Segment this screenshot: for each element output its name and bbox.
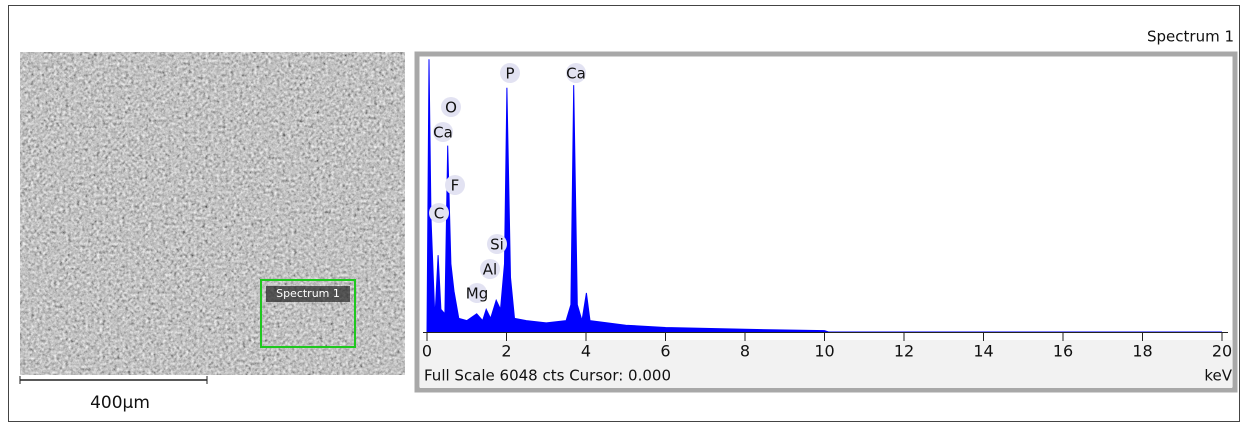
spectrum-frame [414, 51, 1238, 393]
x-tick-label: 16 [1053, 342, 1073, 361]
peak-label: O [445, 99, 457, 117]
peak-label-bg [433, 122, 453, 142]
region-box [260, 279, 356, 348]
spectrum-area [426, 59, 1222, 333]
peak-label: Si [490, 236, 504, 254]
peak-label-bg [467, 283, 487, 303]
peak-label-bg [500, 63, 520, 83]
region-label: Spectrum 1 [276, 287, 340, 300]
peak-label-bg [441, 97, 461, 117]
x-tick-label: 18 [1132, 342, 1152, 361]
peak-label: Mg [466, 285, 488, 303]
x-tick-label: 10 [814, 342, 834, 361]
peak-label-bg [487, 234, 507, 254]
x-tick-label: 20 [1212, 342, 1232, 361]
peak-label-bg [429, 203, 449, 223]
peak-label-bg [480, 259, 500, 279]
x-tick-label: 14 [973, 342, 993, 361]
x-tick-label: 2 [501, 342, 511, 361]
x-tick-label: 4 [581, 342, 591, 361]
x-tick-label: 6 [660, 342, 670, 361]
region-label-bg [266, 286, 350, 302]
scale-bar-label: 400μm [90, 393, 150, 413]
x-tick-label: 12 [894, 342, 914, 361]
x-tick-label: 8 [740, 342, 750, 361]
footer: Full Scale 6048 cts Cursor: 0.000 [424, 367, 671, 385]
peak-label: Ca [433, 124, 453, 142]
peak-label: P [505, 65, 514, 83]
peak-label-bg [445, 175, 465, 195]
peak-label: Ca [566, 65, 586, 83]
spectrum-title: Spectrum 1 [1147, 28, 1234, 46]
x-unit: keV [1204, 367, 1232, 385]
peak-label: C [434, 205, 444, 223]
sem-texture [20, 52, 405, 375]
peak-label-bg [566, 63, 586, 83]
x-tick-label: 0 [422, 342, 432, 361]
peak-label: Al [483, 261, 497, 279]
peak-label: F [451, 177, 460, 195]
axis-strip [420, 340, 1232, 388]
